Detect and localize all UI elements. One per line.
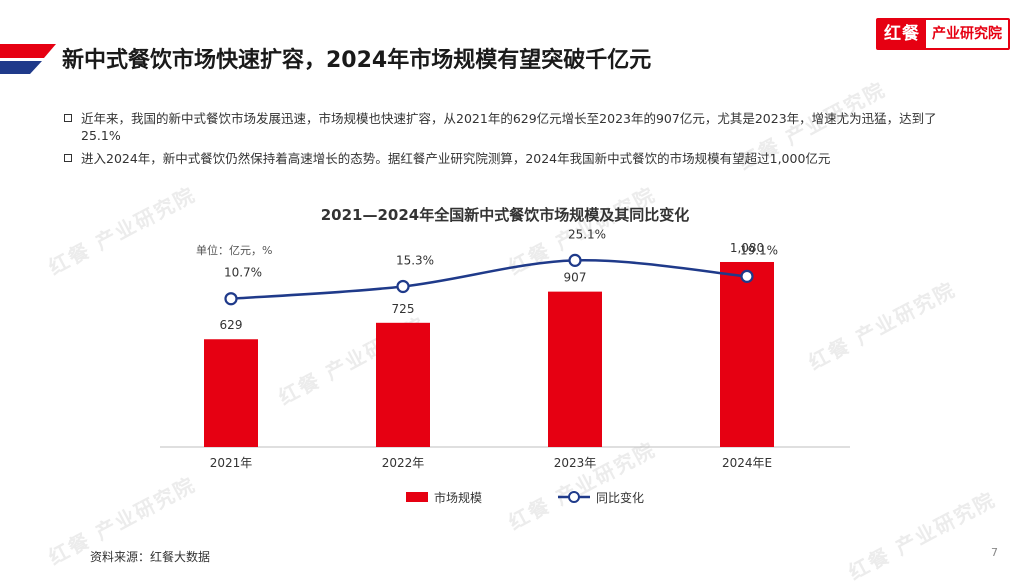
source-note: 资料来源：红餐大数据: [90, 550, 211, 564]
brand-text: 产业研究院: [926, 20, 1008, 48]
growth-value-label: 25.1%: [568, 227, 606, 241]
growth-value-label: 15.3%: [396, 253, 434, 267]
brand-mark: 红餐: [878, 20, 926, 48]
bullet-item: 进入2024年，新中式餐饮仍然保持着高速增长的态势。据红餐产业研究院测算，202…: [64, 150, 964, 167]
bullet-text: 近年来，我国的新中式餐饮市场发展迅速，市场规模也快速扩容，从2021年的629亿…: [81, 111, 937, 143]
bars-layer: [204, 261, 774, 447]
bullet-square-icon: [64, 154, 72, 162]
bar: [548, 291, 602, 447]
bar-value-label: 1,080: [730, 241, 764, 255]
x-tick-label: 2024年E: [722, 456, 772, 470]
legend-bar-swatch: [406, 492, 428, 502]
growth-point: [568, 253, 582, 267]
growth-point: [224, 292, 238, 306]
bullet-item: 近年来，我国的新中式餐饮市场发展迅速，市场规模也快速扩容，从2021年的629亿…: [64, 110, 964, 144]
bar-value-label: 725: [392, 302, 415, 316]
bar-value-label: 629: [220, 318, 243, 332]
growth-point: [396, 279, 410, 294]
bar-value-label: 907: [564, 271, 587, 285]
brand-logo: 红餐 产业研究院: [876, 18, 1010, 50]
x-tick-label: 2023年: [554, 456, 597, 470]
bullet-text: 进入2024年，新中式餐饮仍然保持着高速增长的态势。据红餐产业研究院测算，202…: [81, 151, 831, 166]
chart-unit-label: 单位：亿元，%: [196, 243, 272, 257]
x-tick-label: 2022年: [382, 456, 425, 470]
growth-point: [740, 269, 754, 283]
bar: [376, 322, 430, 447]
legend-bar-label: 市场规模: [434, 490, 482, 505]
bullet-list: 近年来，我国的新中式餐饮市场发展迅速，市场规模也快速扩容，从2021年的629亿…: [64, 110, 964, 173]
page-title: 新中式餐饮市场快速扩容，2024年市场规模有望突破千亿元: [62, 48, 652, 73]
growth-line: [230, 259, 748, 300]
bar: [204, 339, 258, 447]
growth-value-label: 19.1%: [740, 243, 778, 257]
corner-stripes-decoration: [0, 44, 56, 74]
growth-line-layer: [224, 253, 754, 306]
legend: 市场规模 同比变化: [406, 490, 644, 505]
page-number: 7: [991, 546, 998, 559]
chart-title: 2021—2024年全国新中式餐饮市场规模及其同比变化: [321, 206, 690, 224]
x-tick-label: 2021年: [210, 456, 253, 470]
growth-value-label: 10.7%: [224, 266, 262, 280]
legend-line-label: 同比变化: [596, 490, 644, 505]
legend-line-marker: [568, 491, 580, 503]
labels-layer: 629 2021年 725 2022年 907 2023年 1,080 2024年E 10.7%…: [210, 227, 778, 470]
bullet-square-icon: [64, 114, 72, 122]
bar: [720, 261, 774, 447]
